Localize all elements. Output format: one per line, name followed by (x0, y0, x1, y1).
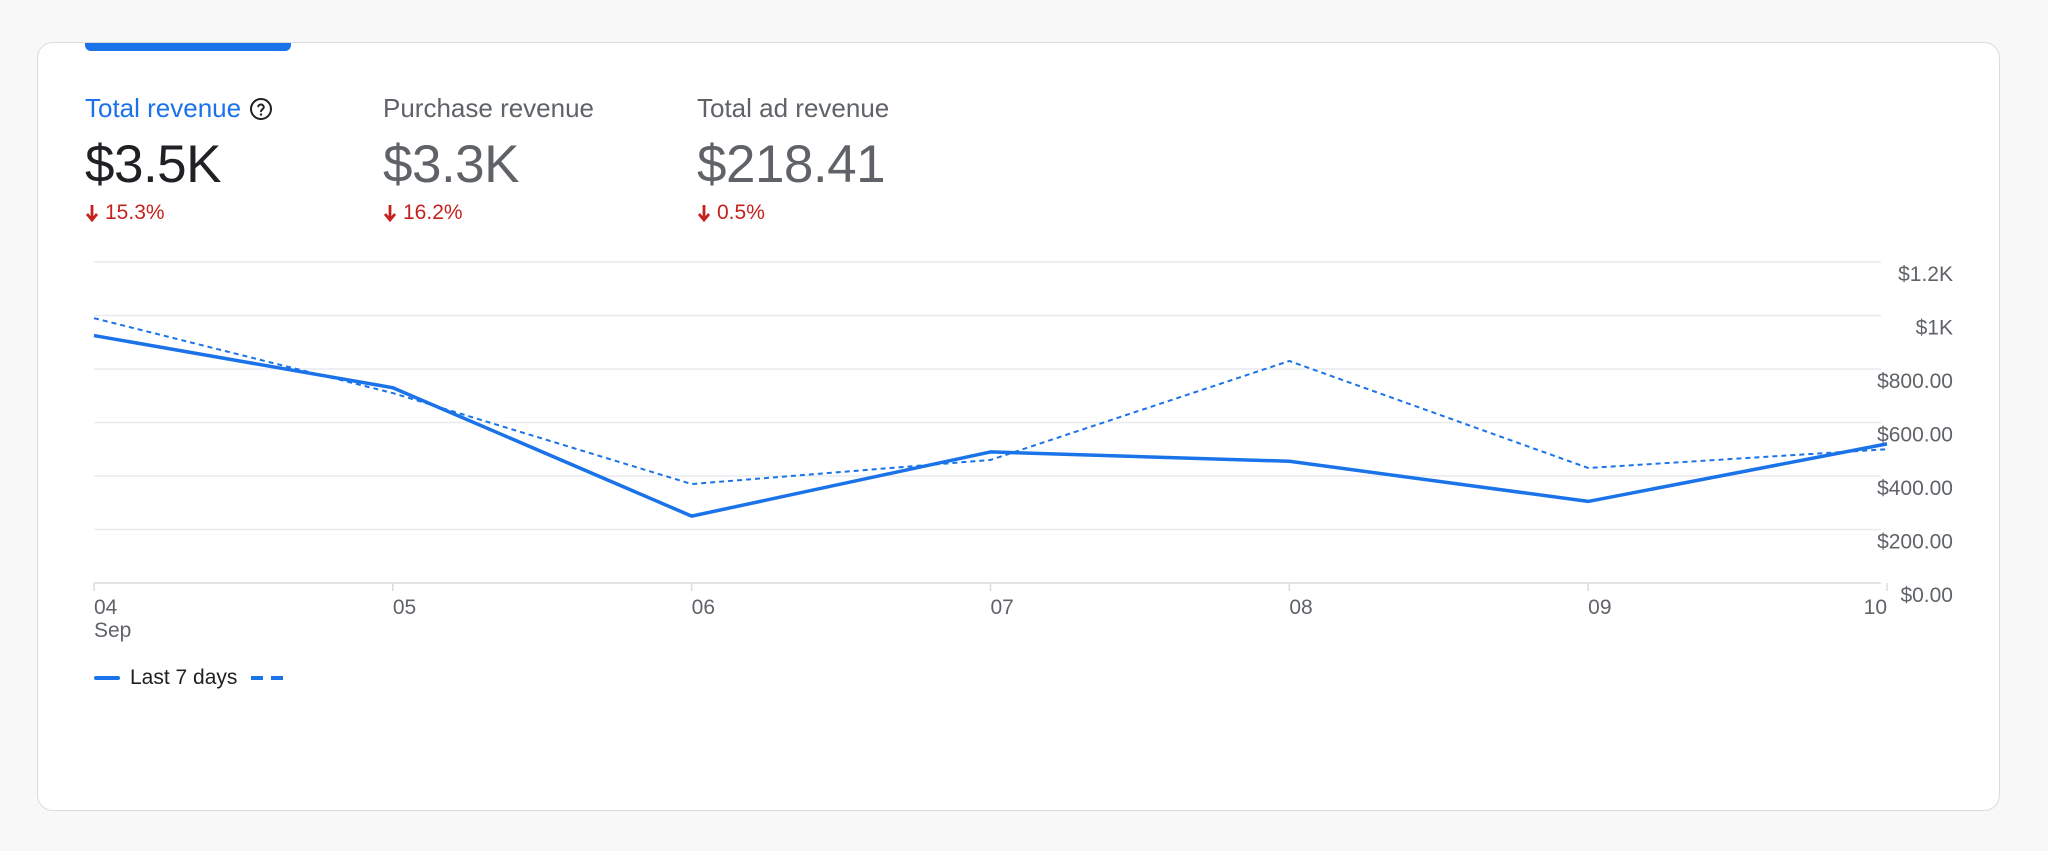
metric-tab-purchase-revenue[interactable]: Purchase revenue $3.3K 16.2% (383, 93, 594, 225)
x-tick-label: 05 (393, 596, 416, 619)
y-tick-label-bg (1893, 258, 1993, 288)
metric-value: $3.3K (383, 135, 520, 194)
arrow-down-icon (697, 205, 711, 222)
revenue-card: Total revenue $3.5K 15.3% Purchase reven… (37, 42, 2000, 811)
metric-change-value: 15.3% (105, 201, 165, 224)
x-tick-label: 08 (1289, 596, 1312, 619)
comparison-series-line (93, 317, 1888, 486)
metric-label: Total revenue (85, 93, 242, 123)
metric-tab-total-revenue[interactable]: Total revenue $3.5K 15.3% (85, 93, 273, 225)
x-sub-label: Sep (94, 619, 131, 642)
metric-value: $218.41 (697, 135, 886, 194)
y-tick-label-bg (1893, 311, 1993, 342)
y-tick-label: $0.00 (1900, 584, 1953, 607)
y-tick-label: $400.00 (1877, 477, 1953, 500)
legend-current-label: Last 7 days (130, 666, 238, 689)
metric-change-value: 0.5% (717, 201, 765, 224)
help-circle-icon[interactable] (249, 97, 273, 121)
metric-label: Purchase revenue (383, 93, 595, 123)
arrow-down-icon (85, 205, 99, 222)
y-tick-label: $200.00 (1877, 531, 1953, 554)
y-tick-label-bg (1893, 579, 1993, 609)
legend-solid-line-swatch (94, 676, 120, 680)
current-series-line (93, 333, 1888, 518)
x-tick-label: 09 (1588, 596, 1611, 619)
x-tick-label: 04 (94, 596, 118, 619)
x-tick-label: 07 (991, 596, 1014, 619)
arrow-down-icon (383, 205, 397, 222)
y-tick-label: $1.2K (1898, 263, 1953, 286)
metric-label-wrap: Purchase revenue (383, 93, 594, 124)
metric-change: 16.2% (383, 201, 594, 225)
chart-legend: Last 7 days (94, 666, 284, 690)
metric-change-value: 16.2% (403, 201, 463, 224)
legend-dashed-line-swatch (251, 676, 284, 680)
metric-value: $3.5K (85, 135, 222, 194)
active-tab-indicator (85, 43, 291, 51)
x-tick-label: 06 (692, 596, 715, 619)
metric-label-wrap: Total ad revenue (697, 93, 889, 124)
x-tick-label: 10 (1864, 596, 1887, 619)
y-tick-label: $1K (1916, 317, 1953, 340)
metric-label: Total ad revenue (697, 93, 890, 123)
y-tick-label-bg (1893, 472, 1993, 502)
y-tick-label-bg (1893, 418, 1993, 449)
metric-label-wrap: Total revenue (85, 93, 273, 124)
revenue-line-chart: 04 05 06 07 08 09 10 Sep $0.00 $200.00 $400.00 $600… (93, 258, 1993, 642)
y-tick-label-bg (1893, 365, 1993, 395)
metric-change: 15.3% (85, 201, 273, 225)
metric-change: 0.5% (697, 201, 889, 225)
y-tick-label: $600.00 (1877, 424, 1953, 447)
y-tick-label: $800.00 (1877, 370, 1953, 393)
metric-tab-total-ad-revenue[interactable]: Total ad revenue $218.41 0.5% (697, 93, 889, 225)
y-tick-label-bg (1893, 525, 1993, 556)
